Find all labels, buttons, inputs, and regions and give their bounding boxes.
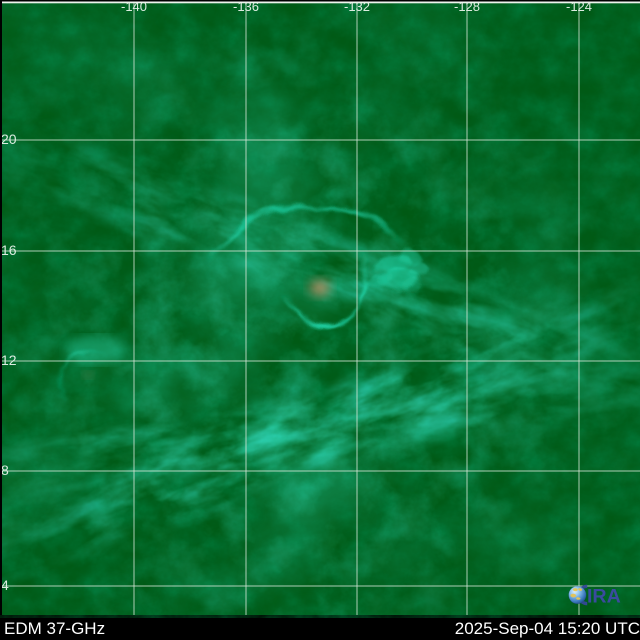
svg-text:12: 12	[1, 352, 17, 368]
svg-text:IRA: IRA	[587, 586, 621, 608]
svg-text:8: 8	[1, 462, 9, 478]
svg-text:4: 4	[1, 577, 9, 593]
svg-text:16: 16	[1, 242, 17, 258]
svg-text:20: 20	[1, 131, 17, 147]
